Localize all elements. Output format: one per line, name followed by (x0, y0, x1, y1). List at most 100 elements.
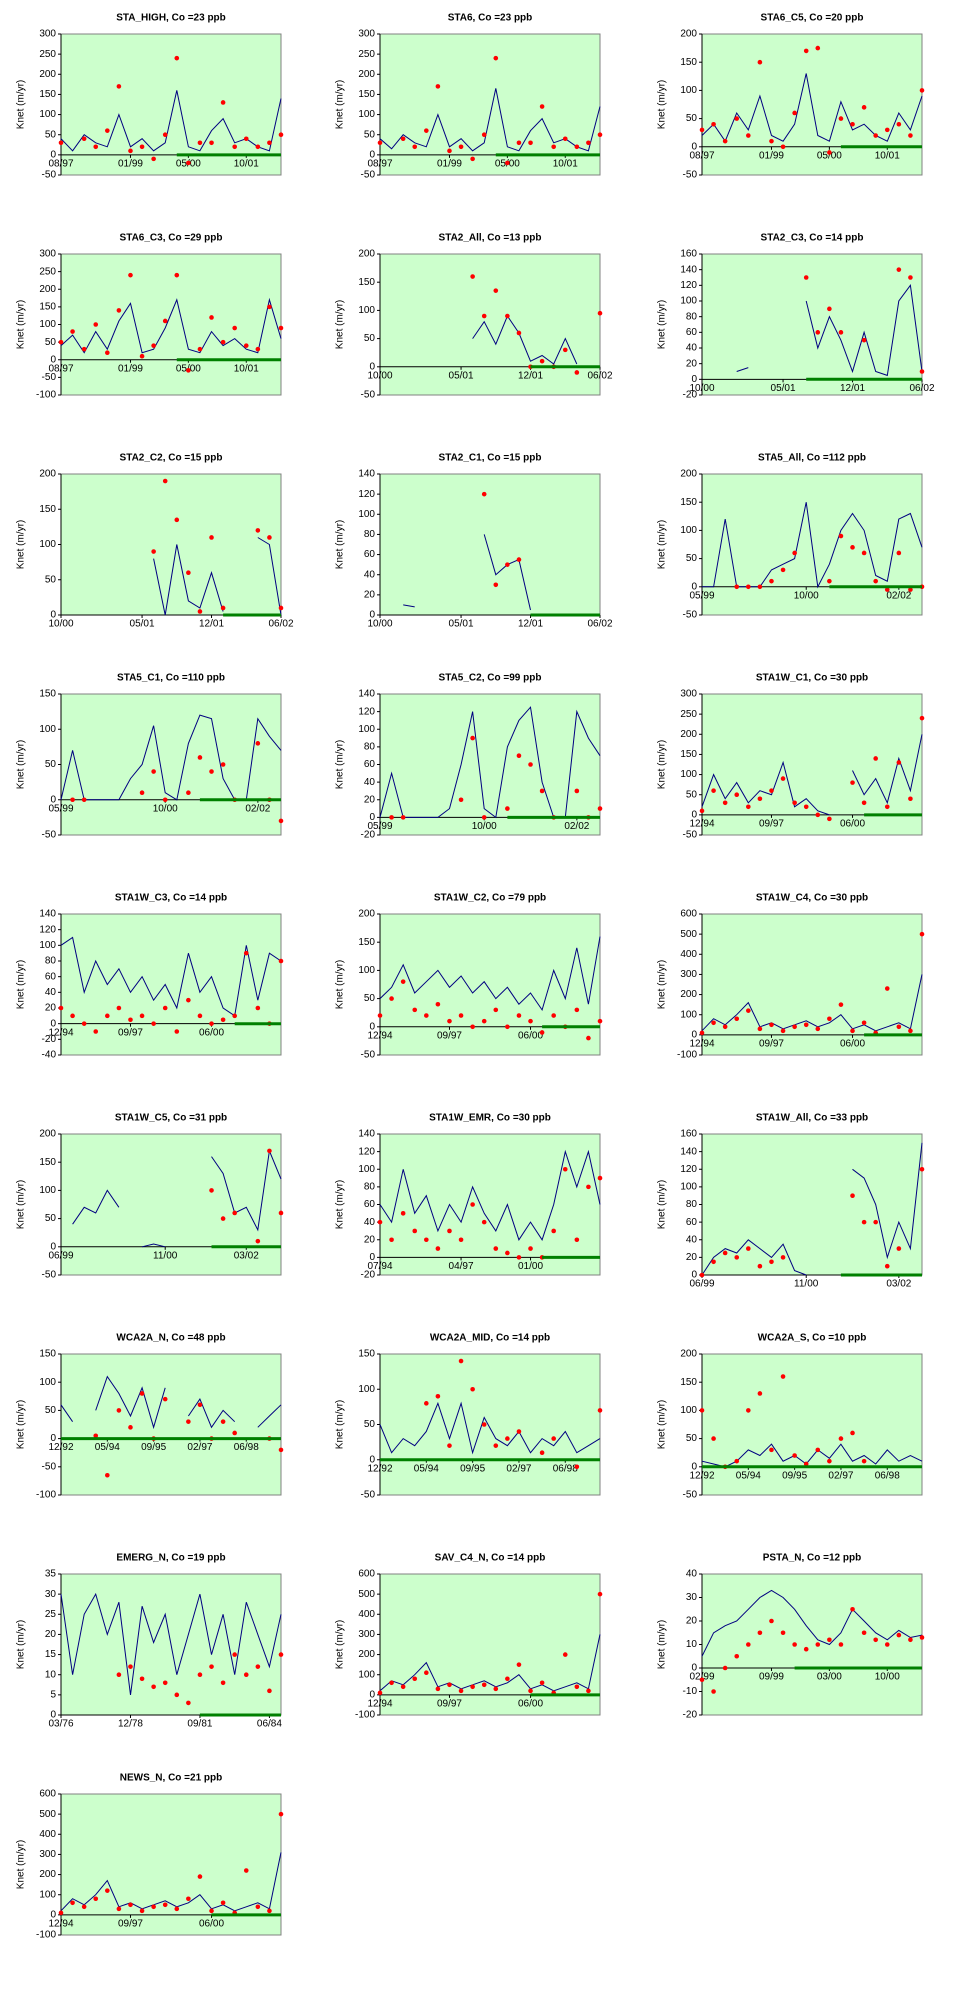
data-point (769, 138, 774, 144)
y-tick-label: 200 (680, 729, 697, 740)
data-point (481, 1422, 487, 1427)
data-point (734, 1458, 740, 1464)
data-point (908, 587, 913, 592)
y-tick-label: 250 (39, 49, 56, 60)
y-tick-label: 0 (369, 1021, 375, 1032)
data-point (711, 121, 716, 127)
data-point (481, 132, 487, 138)
data-point (908, 275, 913, 280)
data-point (780, 1028, 786, 1034)
y-tick-label: 0 (369, 610, 375, 621)
data-point (505, 562, 510, 567)
data-point (861, 1219, 867, 1225)
y-tick-label: -100 (355, 1710, 375, 1721)
data-point (792, 1024, 797, 1030)
data-point (861, 105, 867, 110)
y-tick-label: 10 (45, 1669, 57, 1680)
y-tick-label: 0 (369, 812, 375, 823)
data-point (711, 1020, 716, 1026)
y-tick-label: 100 (39, 1185, 56, 1196)
y-tick-label: 0 (50, 1909, 56, 1920)
data-point (220, 1216, 226, 1221)
plot-area (379, 693, 601, 836)
data-point (827, 1458, 832, 1464)
y-tick-label: -50 (683, 830, 698, 841)
y-tick-label: 150 (39, 302, 56, 313)
chart-title: STA_HIGH, Co =23 ppb (116, 13, 226, 24)
x-tick-label: 06/00 (199, 1027, 224, 1038)
data-point (861, 1630, 867, 1636)
series-line (141, 1243, 166, 1248)
x-tick-label: 01/99 (118, 363, 143, 374)
data-point (516, 1662, 522, 1667)
y-tick-label: 60 (364, 1199, 376, 1210)
data-point (93, 322, 99, 327)
data-point (757, 1263, 763, 1269)
data-point (780, 1374, 786, 1379)
y-tick-label: 100 (39, 1377, 56, 1388)
data-point (586, 1184, 591, 1190)
chart-title: STA1W_C3, Co =14 ppb (115, 893, 227, 904)
data-point (389, 996, 394, 1001)
x-tick-label: 12/92 (48, 1442, 73, 1453)
x-tick-label: 09/81 (187, 1719, 212, 1730)
data-point (539, 1450, 545, 1455)
series-line (379, 1149, 601, 1241)
data-point (400, 1211, 406, 1216)
series-line (701, 760, 830, 816)
data-point (539, 104, 545, 109)
y-tick-label: 150 (39, 1157, 56, 1168)
data-point (174, 55, 180, 61)
data-point (267, 1148, 272, 1154)
data-point (105, 1888, 110, 1893)
y-tick-label: -10 (683, 1686, 698, 1697)
data-point (389, 1237, 394, 1243)
x-tick-label: 01/99 (437, 158, 462, 169)
x-tick-label: 12/92 (689, 1470, 714, 1481)
data-point (174, 272, 180, 278)
y-tick-label: 150 (358, 1349, 375, 1360)
y-axis-label: Knet (m/yr) (335, 1620, 346, 1669)
data-point (919, 1166, 925, 1172)
y-tick-label: 200 (680, 29, 697, 40)
data-point (815, 45, 821, 51)
data-point (81, 797, 87, 803)
y-tick-label: 40 (686, 343, 698, 354)
data-point (470, 274, 475, 279)
data-point (919, 369, 925, 374)
y-axis-label: Knet (m/yr) (335, 740, 346, 789)
y-tick-label: -50 (361, 1050, 376, 1061)
y-tick-label: 0 (50, 1433, 56, 1444)
data-point (139, 1676, 145, 1682)
y-tick-label: 140 (358, 469, 375, 480)
x-tick-label: 02/02 (245, 803, 270, 814)
plot-area (379, 1573, 601, 1716)
data-point (539, 358, 545, 364)
x-tick-label: 10/00 (48, 619, 73, 630)
data-point (722, 800, 728, 806)
series-line (403, 604, 415, 608)
y-tick-label: 50 (364, 1419, 376, 1430)
y-tick-label: 100 (39, 940, 56, 951)
series-line (852, 1142, 923, 1260)
data-point (128, 1902, 133, 1908)
y-tick-label: 150 (39, 1349, 56, 1360)
data-point (116, 308, 122, 313)
x-tick-label: 06/99 (48, 1250, 73, 1261)
x-tick-label: 12/94 (689, 1038, 714, 1049)
y-tick-label: 160 (680, 249, 697, 260)
y-tick-label: -50 (42, 372, 57, 383)
data-point (757, 59, 763, 65)
x-tick-label: 06/99 (689, 1279, 714, 1290)
data-point (400, 136, 406, 142)
plot-area (379, 33, 601, 176)
x-tick-label: 07/94 (367, 1261, 392, 1272)
data-point (861, 800, 867, 806)
x-tick-label: 10/01 (553, 158, 578, 169)
data-point (873, 1637, 878, 1643)
data-point (255, 1005, 261, 1011)
data-point (220, 339, 226, 345)
x-tick-label: 05/99 (48, 803, 73, 814)
y-tick-label: 0 (369, 361, 375, 372)
data-point (162, 1005, 168, 1011)
